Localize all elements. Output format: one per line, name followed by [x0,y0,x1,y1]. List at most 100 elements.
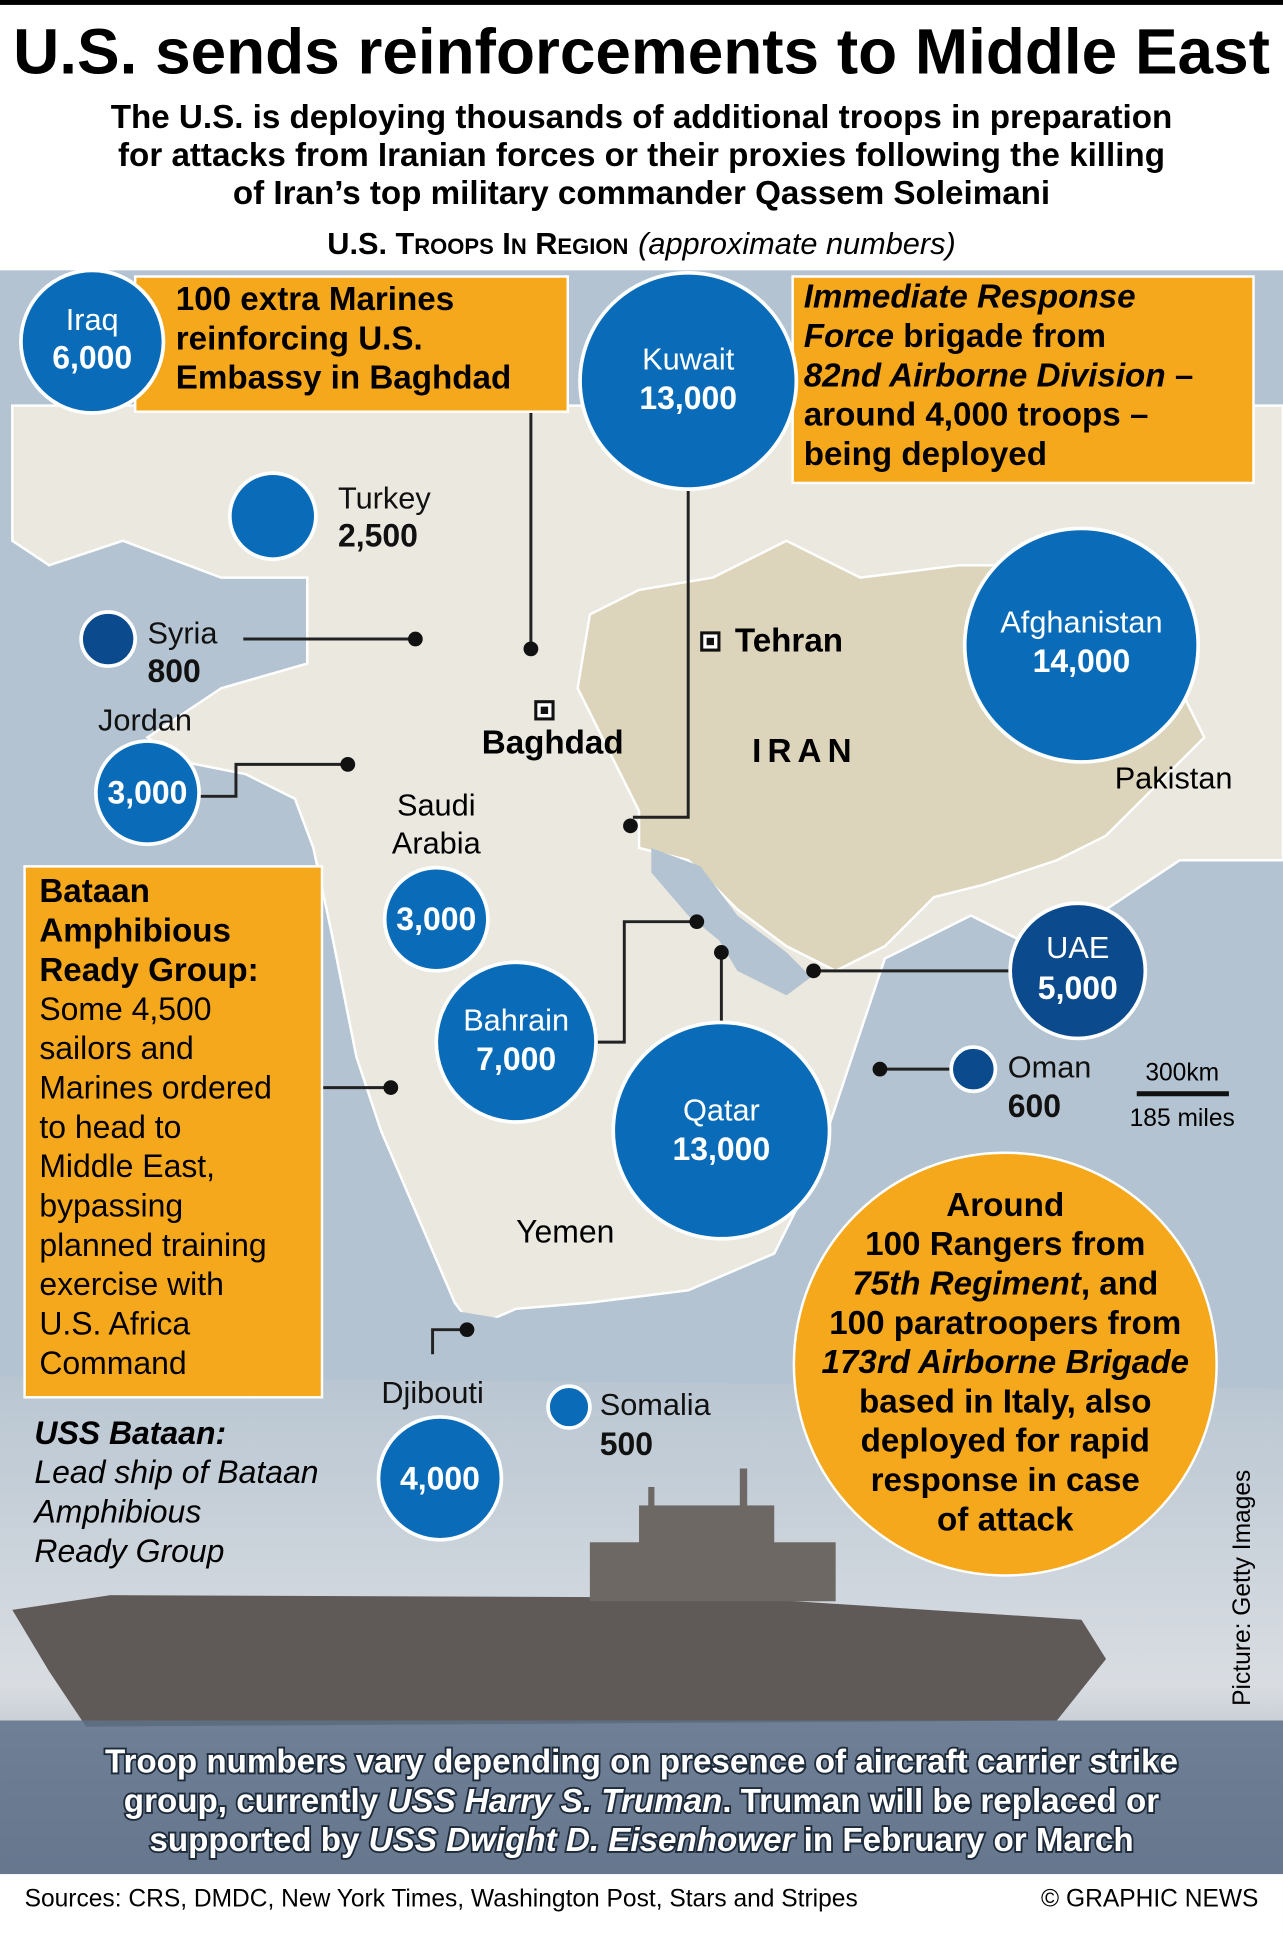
bataan-body: Marines ordered [39,1069,272,1105]
troop-count: 3,000 [396,901,476,937]
subtitle: The U.S. is deploying thousands of addit… [111,99,1173,136]
text-run: , and [1081,1265,1158,1302]
text-run: response in case [871,1462,1140,1499]
troop-count: 800 [147,653,200,689]
troop-count: 5,000 [1038,970,1118,1006]
country-label: UAE [1046,930,1109,965]
troop-bubble [949,1045,998,1094]
bataan-body: Command [39,1345,186,1381]
text-run: reinforcing U.S. [176,320,423,357]
scale-km: 300km [1145,1060,1219,1087]
section-note: (approximate numbers) [638,226,956,261]
text-run: around 4,000 troops – [804,396,1149,433]
bataan-body: Middle East, [39,1148,215,1184]
callout-box [133,275,569,413]
text-run: being deployed [804,436,1047,473]
bataan-heading: Ready Group: [39,952,258,989]
text-run: in February or March [794,1822,1133,1859]
section-heading-text: U.S. Troops In Region [327,226,628,261]
text-run: USS Dwight D. Eisenhower [369,1822,797,1859]
text-run: 82nd Airborne Division [804,357,1166,394]
text-line: 82nd Airborne Division – [804,357,1194,394]
country-label: Kuwait [642,341,735,376]
leader-lines [200,411,1229,1355]
title: U.S. sends reinforcements to Middle East [13,15,1270,87]
text-line: group, currently USS Harry S. Truman. Tr… [124,1783,1159,1820]
troop-bubble [611,1020,832,1241]
text-run: . Truman will be replaced or [722,1783,1159,1820]
bataan-heading: Amphibious [39,913,231,950]
text-line: Around [946,1187,1064,1224]
country-label: Iraq [66,302,119,337]
place-label: IRAN [752,733,858,770]
country-label: Turkey [338,480,431,515]
troop-bubble [227,471,318,561]
troop-count: 500 [600,1426,653,1462]
text-run: 100 Rangers from [865,1226,1145,1263]
text-run: 100 paratroopers from [829,1305,1181,1342]
country-label: Saudi Arabia [392,788,482,861]
troop-bubble [382,865,490,973]
bataan-body: U.S. Africa [39,1305,190,1341]
troop-count: 13,000 [639,380,737,416]
text-run: Around [946,1187,1064,1224]
troop-bubble [578,270,799,491]
bataan-body: Some 4,500 [39,991,211,1027]
text-run: 100 extra Marines [176,281,454,318]
text-run: Embassy in Baghdad [176,360,511,397]
text-run: brigade from [894,318,1106,355]
troop-count: 2,500 [338,518,418,554]
country-label: Bahrain [463,1003,569,1038]
country-label: Qatar [683,1092,760,1127]
troop-count: 6,000 [52,340,132,376]
text-line: based in Italy, also [859,1383,1152,1420]
place-label: Baghdad [482,724,624,761]
troop-bubble [94,739,201,847]
text-run: of attack [937,1501,1074,1538]
text-line: 75th Regiment, and [852,1265,1158,1302]
text-run: supported by [149,1822,368,1859]
troop-bubble [376,1415,504,1542]
bataan-body: planned training [39,1227,266,1263]
ship-caption-line: Lead ship of Bataan [34,1454,318,1490]
subtitle: of Iran’s top military commander Qassem … [233,175,1050,212]
troop-count: 14,000 [1033,643,1131,679]
ship-caption-line: Amphibious [32,1493,201,1529]
troop-bubble [19,268,166,415]
bataan-body: bypassing [39,1187,183,1223]
text-run: 173rd Airborne Brigade [822,1344,1189,1381]
credit: © GRAPHIC NEWS [1041,1885,1258,1912]
text-line: reinforcing U.S. [176,320,423,357]
callout-box [23,865,324,1399]
callout-circle [792,1151,1218,1577]
troop-count: 600 [1008,1088,1061,1124]
country-line: Saudi [397,788,476,823]
top-rule [0,0,1283,5]
bataan-body: to head to [39,1109,181,1145]
troop-bubble [1008,901,1148,1041]
photo-credit: Picture: Getty Images [1229,1470,1256,1706]
text-line: 100 paratroopers from [829,1305,1181,1342]
bataan-body: sailors and [39,1030,193,1066]
text-line: 100 Rangers from [865,1226,1145,1263]
troop-bubble [79,610,138,668]
text-line: 100 extra Marines [176,281,454,318]
text-run: deployed for rapid [861,1423,1150,1460]
section-heading: U.S. Troops In Region (approximate number… [327,226,955,261]
country-label: Somalia [600,1387,712,1422]
country-label: Djibouti [381,1375,483,1410]
text-run: USS Harry S. Truman [387,1783,722,1820]
troop-bubble [962,526,1201,764]
text-line: being deployed [804,436,1047,473]
country-line: Arabia [392,826,482,861]
scale-miles: 185 miles [1130,1105,1235,1132]
text-line: Troop numbers vary depending on presence… [105,1743,1178,1780]
text-run: based in Italy, also [859,1383,1152,1420]
text-run: – [1166,357,1194,394]
troop-bubble [434,960,598,1124]
sources: Sources: CRS, DMDC, New York Times, Wash… [25,1885,858,1912]
place-label: Tehran [735,622,843,659]
subtitle: for attacks from Iranian forces or their… [118,137,1165,174]
text-line: around 4,000 troops – [804,396,1149,433]
